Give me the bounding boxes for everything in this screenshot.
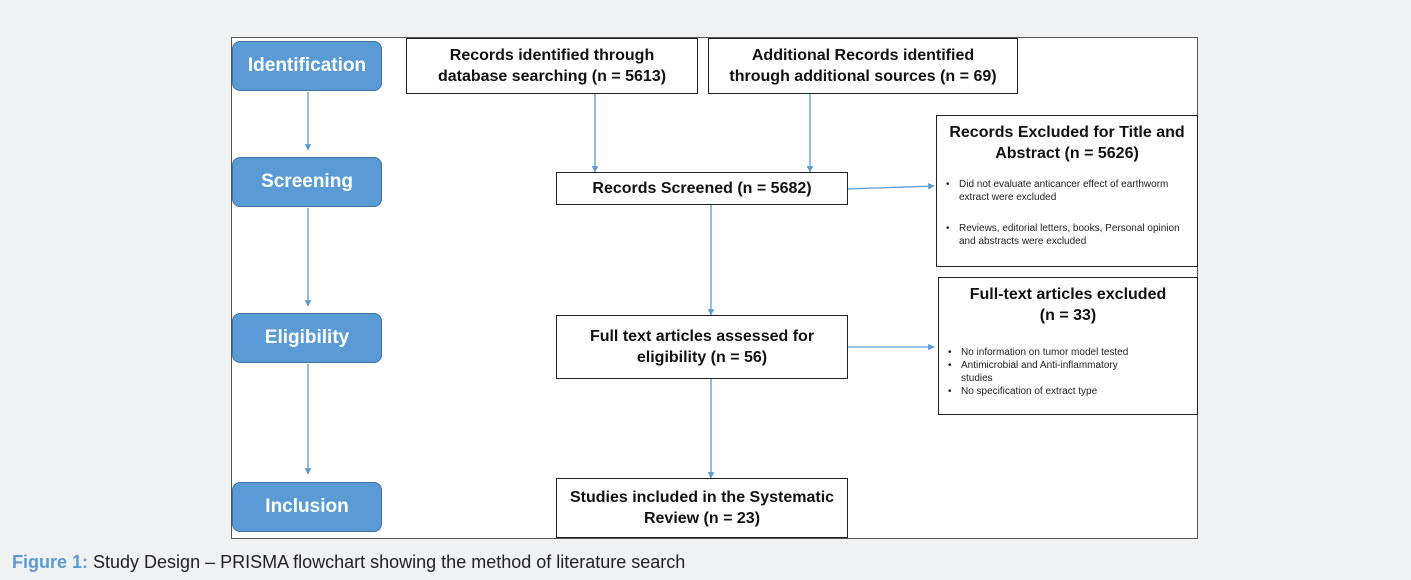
box-studies-included: Studies included in the Systematic Revie…: [556, 478, 848, 538]
box-excluded-title-abstract: Records Excluded for Title and Abstract …: [936, 115, 1198, 267]
fulltext-excluded-heading: Full-text articles excluded (n = 33): [947, 284, 1189, 326]
figure-caption: Figure 1: Study Design – PRISMA flowchar…: [12, 552, 685, 573]
box-fulltext-assessed: Full text articles assessed for eligibil…: [556, 315, 848, 379]
fulltext-excluded-list: No information on tumor model tested Ant…: [947, 346, 1189, 398]
box-database-records: Records identified through database sear…: [406, 38, 698, 94]
box-database-line-1: Records identified through: [449, 47, 655, 64]
excluded-title-abstract-heading: Records Excluded for Title and Abstract …: [945, 122, 1189, 164]
fulltext-excluded-heading-line-1: Full-text articles excluded: [969, 286, 1167, 303]
fulltext-excluded-heading-line-2: (n = 33): [1039, 307, 1097, 324]
box-additional-records: Additional Records identified through ad…: [708, 38, 1018, 94]
box-included-line-2: Review (n = 23): [643, 510, 761, 527]
stage-screening: Screening: [232, 157, 382, 207]
excluded-title-abstract-heading-line-1: Records Excluded for Title and: [949, 124, 1185, 141]
box-included-line-1: Studies included in the Systematic: [569, 489, 835, 506]
box-records-screened: Records Screened (n = 5682): [556, 172, 848, 205]
box-fulltext-line-2: eligibility (n = 56): [636, 349, 768, 366]
fulltext-excluded-reason: No specification of extract type: [947, 385, 1189, 398]
fulltext-excluded-reason: No information on tumor model tested: [947, 346, 1189, 359]
fulltext-excluded-reason: Antimicrobial and Anti-inflammatory stud…: [947, 359, 1131, 385]
box-database-line-2: database searching (n = 5613): [437, 68, 667, 85]
excluded-title-abstract-list: Did not evaluate anticancer effect of ea…: [945, 178, 1189, 248]
box-screened-line-1: Records Screened (n = 5682): [592, 180, 812, 197]
box-additional-line-1: Additional Records identified: [751, 47, 975, 64]
figure-caption-label: Figure 1:: [12, 552, 89, 572]
stage-inclusion: Inclusion: [232, 482, 382, 532]
stage-eligibility: Eligibility: [232, 313, 382, 363]
excluded-title-abstract-reason: Reviews, editorial letters, books, Perso…: [945, 222, 1189, 248]
box-fulltext-line-1: Full text articles assessed for: [589, 328, 815, 345]
figure-caption-text: Study Design – PRISMA flowchart showing …: [88, 552, 686, 572]
stage-identification: Identification: [232, 41, 382, 91]
box-additional-line-2: through additional sources (n = 69): [729, 68, 997, 85]
excluded-title-abstract-reason: Did not evaluate anticancer effect of ea…: [945, 178, 1189, 204]
box-fulltext-excluded: Full-text articles excluded (n = 33) No …: [938, 277, 1198, 415]
excluded-title-abstract-heading-line-2: Abstract (n = 5626): [995, 145, 1139, 162]
